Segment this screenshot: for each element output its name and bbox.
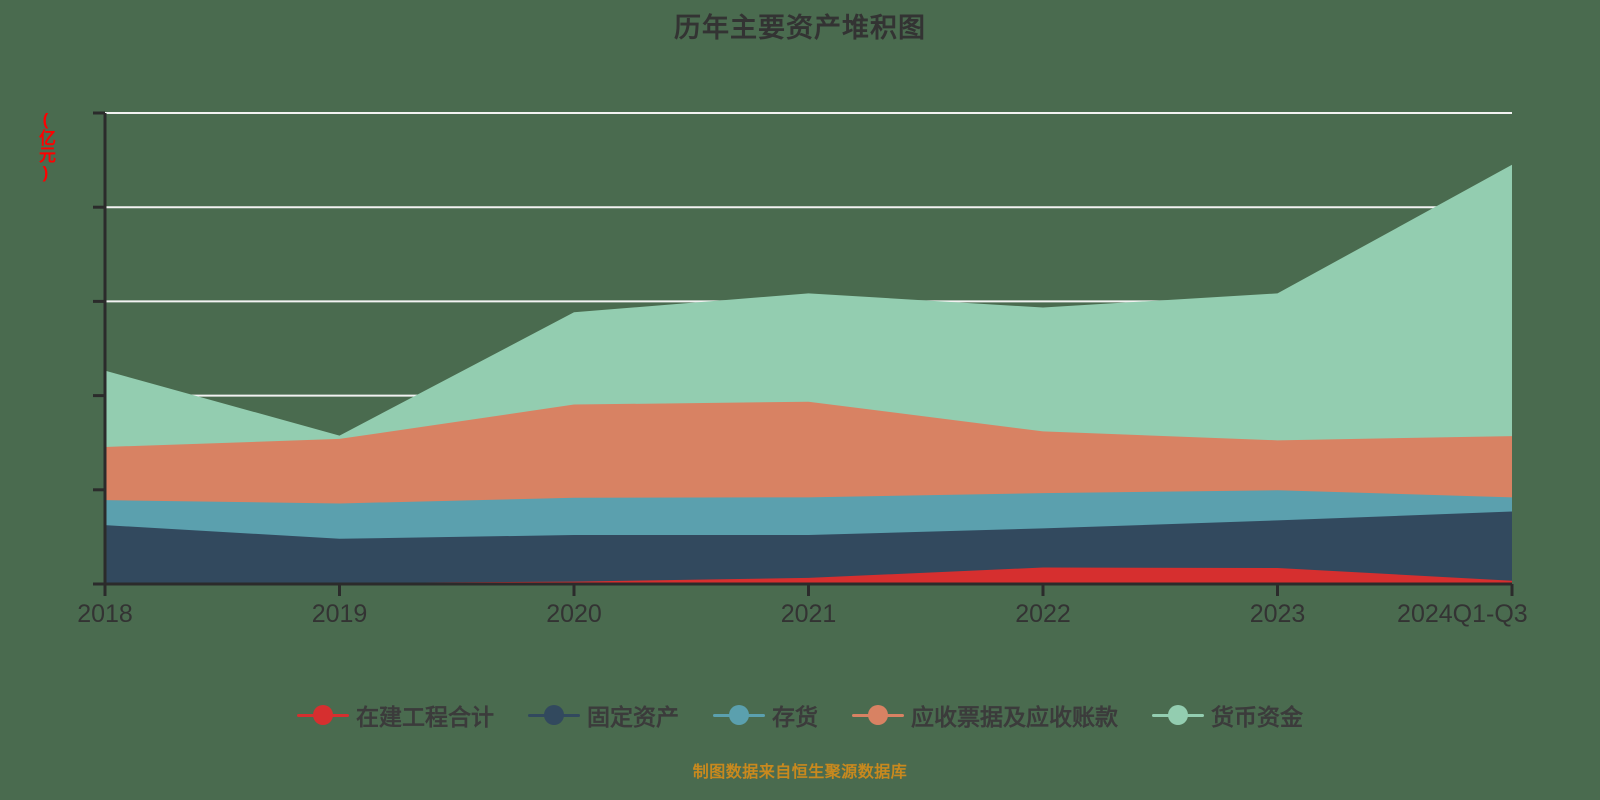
legend-marker-icon: [713, 704, 765, 726]
legend-item[interactable]: 存货: [713, 698, 818, 732]
legend-dot-icon: [313, 705, 333, 725]
chart-title: 历年主要资产堆积图: [674, 13, 926, 43]
legend-label: 存货: [772, 704, 818, 730]
legend-item[interactable]: 在建工程合计: [297, 698, 494, 732]
legend-marker-icon: [1152, 704, 1204, 726]
legend-dot-icon: [544, 705, 564, 725]
legend-label: 固定资产: [587, 704, 679, 730]
legend-item[interactable]: 应收票据及应收账款: [852, 698, 1118, 732]
legend-marker-icon: [852, 704, 904, 726]
x-tick-label: 2024Q1-Q3: [1397, 600, 1528, 628]
footer-note: 制图数据来自恒生聚源数据库: [692, 764, 908, 781]
x-tick-label: 2022: [1015, 600, 1071, 628]
legend-label: 货币资金: [1211, 704, 1303, 730]
legend-dot-icon: [1168, 705, 1188, 725]
x-tick-label: 2018: [77, 600, 133, 628]
legend-marker-icon: [528, 704, 580, 726]
legend-item[interactable]: 货币资金: [1152, 698, 1303, 732]
legend-label: 在建工程合计: [356, 704, 494, 730]
x-tick-label: 2023: [1249, 600, 1306, 628]
legend-label: 应收票据及应收账款: [911, 704, 1118, 730]
legend-dot-icon: [868, 705, 888, 725]
legend-item[interactable]: 固定资产: [528, 698, 679, 732]
x-tick-label: 2019: [311, 600, 368, 628]
legend-dot-icon: [729, 705, 749, 725]
y-axis-title: (亿元): [36, 110, 55, 182]
chart-legend: 在建工程合计 固定资产 存货 应收票据及应收账款 货币资金: [0, 698, 1600, 732]
x-tick-label: 2020: [546, 600, 602, 628]
legend-marker-icon: [297, 704, 349, 726]
x-tick-label: 2021: [780, 600, 837, 628]
